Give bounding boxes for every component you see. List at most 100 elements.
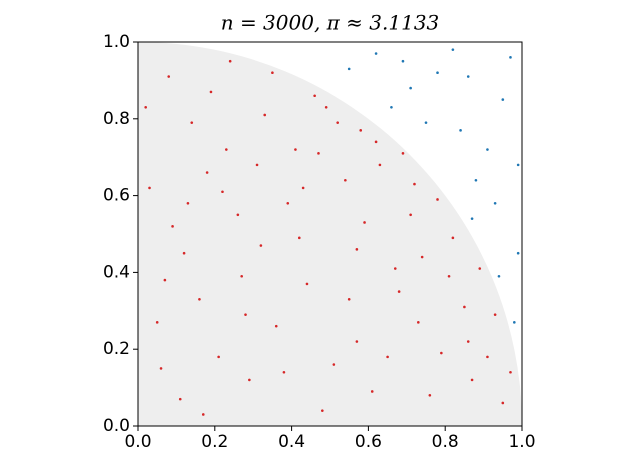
point xyxy=(263,113,267,117)
point xyxy=(509,56,512,59)
point xyxy=(451,236,455,240)
point xyxy=(205,171,209,174)
point xyxy=(509,370,512,374)
point xyxy=(401,152,405,155)
point xyxy=(466,340,470,343)
point xyxy=(493,201,497,205)
point xyxy=(497,274,501,278)
point xyxy=(470,378,474,382)
point xyxy=(478,267,482,270)
point xyxy=(244,313,247,316)
point xyxy=(436,198,439,201)
point xyxy=(236,213,240,217)
point xyxy=(486,355,489,359)
point xyxy=(409,86,412,90)
point xyxy=(178,397,182,401)
point xyxy=(324,105,328,109)
point xyxy=(370,390,374,393)
y-tick-label: 0.8 xyxy=(103,109,130,129)
point xyxy=(294,148,297,151)
point xyxy=(397,290,401,293)
point xyxy=(409,213,412,217)
point xyxy=(466,75,470,78)
point xyxy=(486,148,489,151)
y-tick-label: 0.2 xyxy=(103,339,130,359)
x-tick-label: 1.0 xyxy=(508,432,535,452)
point xyxy=(317,152,320,155)
point xyxy=(463,305,466,309)
point xyxy=(386,355,389,359)
point xyxy=(378,163,382,167)
point xyxy=(401,59,405,63)
point xyxy=(417,321,420,324)
point xyxy=(255,163,259,167)
y-tick-label: 0.6 xyxy=(103,186,130,206)
point xyxy=(259,244,263,247)
point xyxy=(332,363,336,366)
point xyxy=(359,129,363,132)
y-tick-label: 0.0 xyxy=(103,416,130,436)
point xyxy=(347,297,351,301)
point xyxy=(470,217,474,220)
point xyxy=(355,248,359,251)
point xyxy=(355,340,359,343)
point xyxy=(459,129,462,132)
point xyxy=(190,121,194,124)
x-tick-label: 0.4 xyxy=(278,432,305,452)
point xyxy=(182,251,186,255)
point xyxy=(248,378,251,382)
point xyxy=(313,94,316,98)
y-tick-label: 1.0 xyxy=(103,32,130,52)
point xyxy=(344,178,347,182)
point xyxy=(390,105,393,109)
point xyxy=(436,71,439,75)
point xyxy=(420,255,424,259)
point xyxy=(424,121,428,124)
point xyxy=(282,370,286,374)
point xyxy=(516,163,520,167)
point xyxy=(374,52,378,55)
axes-frame xyxy=(137,41,523,427)
point xyxy=(321,409,324,412)
point xyxy=(228,59,232,63)
point xyxy=(301,186,305,190)
point xyxy=(159,367,163,370)
x-tick-label: 0.6 xyxy=(355,432,382,452)
point xyxy=(393,267,397,270)
point xyxy=(501,98,505,101)
quarter-circle xyxy=(138,42,522,426)
point xyxy=(447,274,451,278)
point xyxy=(240,274,243,278)
point xyxy=(363,221,366,224)
point xyxy=(440,351,443,355)
point xyxy=(413,182,416,186)
point xyxy=(155,321,159,324)
point xyxy=(493,313,497,316)
point xyxy=(428,393,432,397)
x-tick-label: 0.8 xyxy=(432,432,459,452)
point xyxy=(336,121,339,124)
point xyxy=(201,413,205,416)
point xyxy=(474,178,478,182)
point xyxy=(305,282,309,286)
point xyxy=(171,225,174,228)
point xyxy=(451,48,455,51)
x-tick-label: 0.0 xyxy=(124,432,151,452)
point xyxy=(286,201,290,205)
point xyxy=(274,324,278,328)
point xyxy=(167,75,171,78)
x-tick-label: 0.2 xyxy=(201,432,228,452)
points xyxy=(144,48,520,416)
chart-title: n = 3000, π ≈ 3.1133 xyxy=(221,11,440,35)
point xyxy=(513,321,516,324)
point xyxy=(221,190,224,194)
y-tick-label: 0.4 xyxy=(103,262,130,282)
point xyxy=(225,148,228,151)
point xyxy=(144,105,147,109)
point xyxy=(297,236,301,240)
point xyxy=(148,186,151,190)
point xyxy=(217,355,220,359)
point xyxy=(186,201,190,205)
